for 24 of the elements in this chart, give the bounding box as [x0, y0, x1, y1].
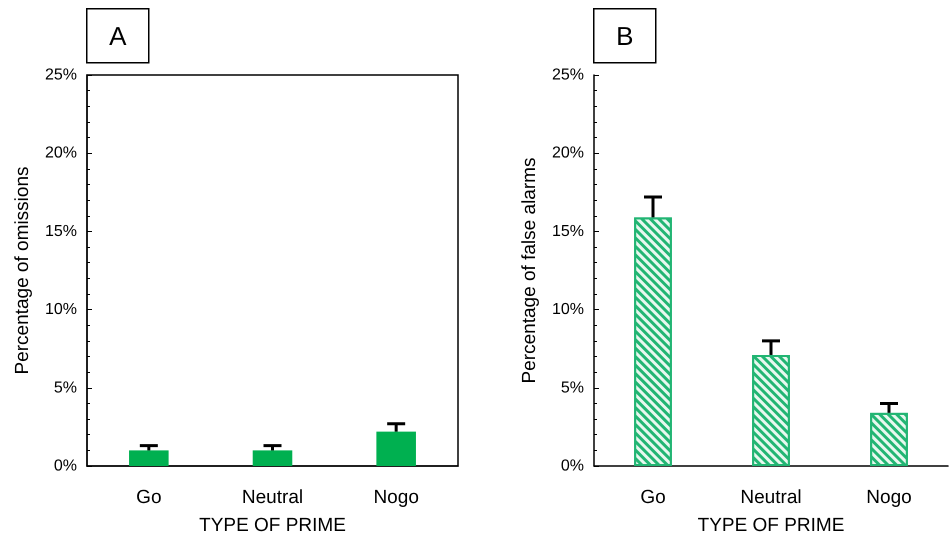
y-tick-label: 10% [552, 301, 584, 318]
y-tick-label: 5% [560, 379, 584, 396]
y-tick-label: 0% [560, 458, 584, 474]
x-tick-label: Go [136, 487, 162, 508]
x-tick-label: Neutral [740, 487, 802, 508]
y-axis-title: Percentage of false alarms [519, 157, 540, 384]
x-tick-label: Go [640, 487, 666, 508]
y-tick-label: 15% [44, 222, 77, 240]
y-tick-label: 20% [552, 144, 584, 162]
x-axis-title: TYPE OF PRIME [698, 515, 844, 536]
y-axis-title: Percentage of omissions [12, 166, 33, 375]
x-tick-label: Neutral [242, 487, 304, 508]
y-tick-label: 25% [44, 66, 77, 84]
y-tick-label: 25% [552, 66, 584, 84]
x-tick-label: Nogo [866, 487, 912, 508]
x-tick-label: Nogo [373, 487, 419, 508]
y-tick-label: 15% [552, 222, 584, 240]
y-tick-label: 20% [44, 144, 77, 162]
x-axis-title: TYPE OF PRIME [199, 515, 346, 536]
text: A [109, 20, 128, 51]
y-tick-label: 5% [54, 379, 77, 396]
y-tick-label: 0% [54, 458, 77, 474]
text: B [616, 20, 634, 51]
y-tick-label: 10% [44, 301, 77, 318]
